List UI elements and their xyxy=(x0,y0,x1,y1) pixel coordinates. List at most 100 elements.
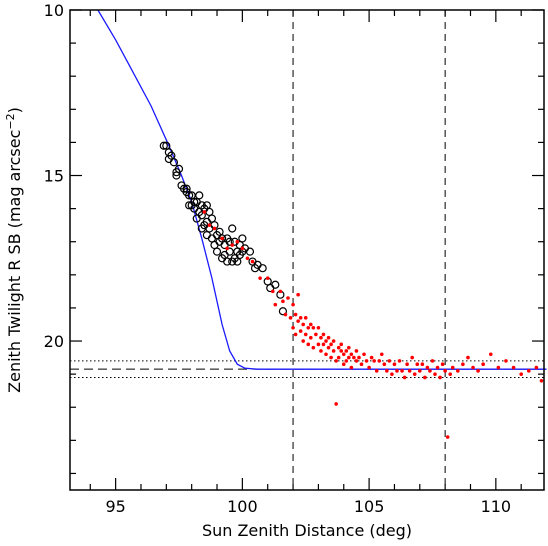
red-dot-point xyxy=(311,345,316,350)
red-dot-point xyxy=(349,365,354,370)
red-dot-point xyxy=(291,325,295,330)
red-dot-point xyxy=(374,369,379,373)
red-dot-point xyxy=(461,362,465,367)
y-axis-label-main: Zenith Twilight R SB (mag arcsec xyxy=(5,130,24,393)
open-circle-point xyxy=(223,257,232,266)
open-circle-point xyxy=(195,191,204,200)
red-dot-point xyxy=(435,365,440,370)
red-dot-point xyxy=(349,352,354,357)
red-dot-point xyxy=(331,339,336,343)
red-dot-point xyxy=(397,359,402,363)
open-circle-point xyxy=(225,237,234,246)
red-dot-point xyxy=(306,325,311,330)
red-dot-point xyxy=(410,355,414,360)
y-tick-label: 15 xyxy=(44,167,64,186)
red-dot-point xyxy=(407,369,412,373)
red-dot-point xyxy=(270,289,275,294)
red-dot-point xyxy=(402,375,407,380)
red-dot-point xyxy=(339,349,344,353)
red-dot-point xyxy=(440,362,445,367)
red-dot-point xyxy=(250,259,255,264)
red-dot-point xyxy=(286,296,290,300)
red-dot-point xyxy=(430,359,435,363)
red-dot-point xyxy=(309,335,313,340)
red-dot-point xyxy=(443,369,447,373)
red-dot-point xyxy=(316,325,321,330)
red-dot-point xyxy=(400,369,404,373)
red-dot-point xyxy=(235,239,240,244)
red-dot-point xyxy=(306,342,311,347)
red-dot-point xyxy=(309,322,313,327)
red-dot-point xyxy=(511,365,516,370)
red-dot-point xyxy=(281,299,285,304)
red-dot-point xyxy=(392,362,397,367)
x-tick-label: 95 xyxy=(105,497,125,516)
chart-marks xyxy=(70,9,547,490)
red-dot-point xyxy=(466,355,470,360)
red-dot-point xyxy=(258,276,262,280)
open-circle-point xyxy=(207,234,217,243)
red-dot-point xyxy=(245,256,250,261)
red-dot-point xyxy=(319,349,323,353)
open-circle-point xyxy=(225,247,234,256)
model-curve xyxy=(97,9,547,370)
red-dot-point xyxy=(433,372,437,376)
open-circle-point xyxy=(205,207,214,217)
red-dot-point xyxy=(283,312,288,317)
red-dot-point xyxy=(539,378,544,383)
red-dot-point xyxy=(326,335,331,340)
y-axis-label-close: ) xyxy=(5,107,24,113)
open-circle-point xyxy=(278,307,288,316)
red-dot-point xyxy=(372,359,376,363)
red-dot-point xyxy=(425,365,430,370)
red-dot-point xyxy=(273,302,278,307)
red-dot-point xyxy=(303,316,308,320)
open-circle-point xyxy=(238,234,247,243)
red-dot-point xyxy=(293,312,298,317)
red-dot-point xyxy=(341,362,346,367)
red-dot-point xyxy=(329,355,333,360)
axis-ticks: 95 100 105 110 10 15 20 xyxy=(44,1,544,516)
red-dot-point xyxy=(344,359,349,363)
red-dot-point xyxy=(321,332,326,337)
red-dot-point xyxy=(336,345,341,350)
red-dot-point xyxy=(301,322,305,327)
red-dot-point xyxy=(423,375,427,380)
red-dot-point xyxy=(207,223,212,227)
y-tick-label: 20 xyxy=(44,332,64,351)
open-circle-point xyxy=(185,191,194,200)
red-dot-point xyxy=(324,339,328,343)
open-circle-point xyxy=(207,214,217,223)
red-dot-point xyxy=(326,345,331,350)
red-dot-point xyxy=(319,335,323,340)
red-dot-point xyxy=(314,332,318,337)
red-dot-point xyxy=(291,302,295,307)
red-dot-point xyxy=(496,365,501,370)
red-dot-point xyxy=(450,365,455,370)
red-dot-point xyxy=(385,369,389,373)
red-dot-point xyxy=(488,352,493,357)
red-dot-point xyxy=(298,329,303,333)
red-dot-point xyxy=(240,246,245,251)
red-dot-point xyxy=(519,372,523,376)
red-dot-point xyxy=(377,359,382,363)
red-dot-point xyxy=(481,362,485,367)
x-tick-label: 105 xyxy=(354,497,385,516)
red-dot-point xyxy=(212,226,217,231)
red-dot-point xyxy=(417,369,422,373)
red-dot-point xyxy=(220,236,224,241)
red-dot-point xyxy=(415,362,420,367)
red-dot-point xyxy=(202,210,207,214)
red-dot-point xyxy=(331,349,336,353)
red-dot-point xyxy=(390,372,394,376)
red-dot-point xyxy=(359,362,364,367)
red-dot-point xyxy=(445,435,450,439)
red-dot-point xyxy=(293,332,298,337)
red-dot-point xyxy=(382,362,387,367)
x-axis-label: Sun Zenith Distance (deg) xyxy=(202,521,412,540)
red-dot-point xyxy=(369,355,374,360)
red-dot-point xyxy=(526,369,531,373)
red-dot-point xyxy=(367,365,371,370)
open-circle-point xyxy=(169,158,179,167)
